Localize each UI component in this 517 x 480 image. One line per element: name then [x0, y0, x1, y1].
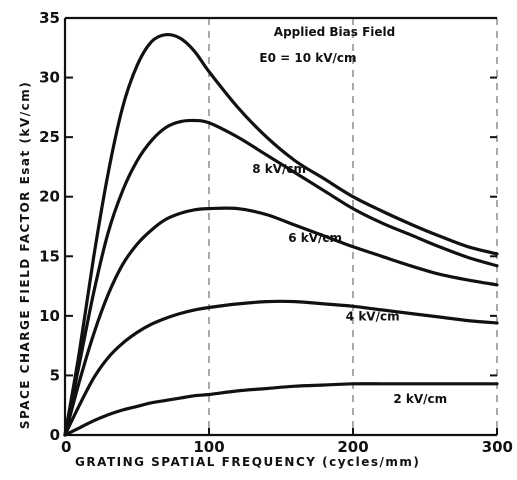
x-axis-label: GRATING SPATIAL FREQUENCY (cycles/mm)	[75, 455, 420, 469]
y-tick-label-5: 5	[50, 366, 60, 384]
series-line-4-kv-cm	[63, 299, 499, 437]
y-tick-label-15: 15	[39, 247, 60, 265]
data-series	[63, 32, 499, 437]
series-line-e0-10-kv-cm	[63, 32, 499, 437]
annotation-2: 8 kV/cm	[252, 162, 306, 176]
annotation-3: 6 kV/cm	[288, 231, 342, 245]
annotation-0: Applied Bias Field	[274, 25, 395, 39]
y-tick-label-30: 30	[39, 69, 60, 87]
series-line-6-kv-cm	[63, 206, 499, 437]
annotation-4: 4 kV/cm	[346, 310, 400, 324]
y-tick-label-0: 0	[50, 426, 60, 444]
grid-lines	[208, 18, 354, 435]
x-tick-label-200: 200	[337, 438, 368, 456]
y-tick-label-20: 20	[39, 188, 60, 206]
x-tick-label-0: 0	[61, 438, 71, 456]
y-axis-label: SPACE CHARGE FIELD FACTOR Esat (kV/cm)	[18, 81, 32, 429]
annotation-5: 2 kV/cm	[393, 392, 447, 406]
y-tick-label-10: 10	[39, 307, 60, 325]
y-tick-label-25: 25	[39, 128, 60, 146]
annotation-1: E0 = 10 kV/cm	[259, 51, 356, 65]
plot-frame	[63, 16, 498, 437]
x-tick-label-300: 300	[482, 438, 513, 456]
series-line-2-kv-cm	[63, 382, 499, 437]
tick-labels: 0 5 10 15 20 25 30 35 0 100 200 300	[39, 9, 513, 456]
x-tick-label-100: 100	[193, 438, 224, 456]
y-tick-label-35: 35	[39, 9, 60, 27]
series-line-8-kv-cm	[63, 118, 499, 437]
annotations: Applied Bias Field E0 = 10 kV/cm 8 kV/cm 6 …	[252, 25, 447, 406]
